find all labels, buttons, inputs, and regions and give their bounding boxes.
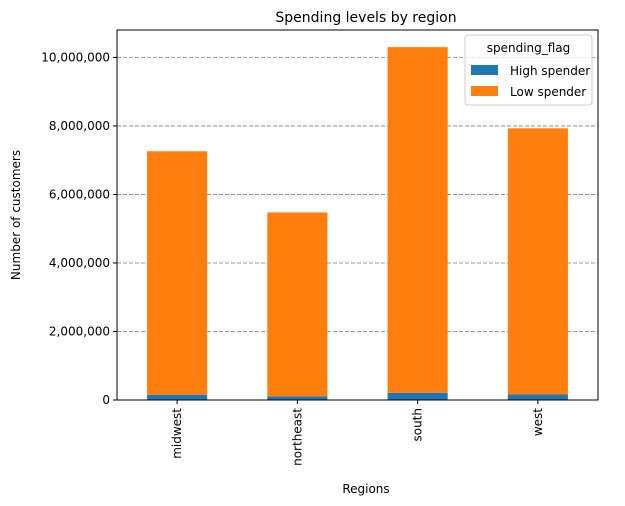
bar-northeast-low-spender bbox=[267, 212, 328, 397]
bar-midwest-low-spender bbox=[147, 151, 208, 395]
y-tick-label: 4,000,000 bbox=[49, 256, 110, 270]
y-tick-label: 2,000,000 bbox=[49, 324, 110, 338]
bar-west-low-spender bbox=[507, 128, 568, 395]
plot-frame bbox=[116, 29, 599, 401]
legend-swatch-low-spender bbox=[471, 86, 498, 96]
y-axis: 0 2,000,000 4,000,000 6,000,000 8,000,000 10,… bbox=[41, 50, 117, 407]
x-tick-label-west: west bbox=[531, 408, 545, 436]
bar-midwest-high-spender bbox=[147, 394, 208, 400]
x-axis-label: Regions bbox=[342, 482, 389, 496]
y-tick-label: 10,000,000 bbox=[41, 50, 110, 64]
x-tick-label-midwest: midwest bbox=[170, 408, 184, 459]
legend-label-high-spender: High spender bbox=[510, 64, 590, 78]
bar-south-low-spender bbox=[387, 47, 448, 393]
chart-title: Spending levels by region bbox=[275, 10, 456, 26]
x-tick-label-northeast: northeast bbox=[290, 408, 304, 466]
y-tick-label: 0 bbox=[102, 393, 110, 407]
y-tick-label: 6,000,000 bbox=[49, 187, 110, 201]
bar-west-high-spender bbox=[507, 394, 568, 400]
legend-label-low-spender: Low spender bbox=[510, 85, 586, 99]
legend: spending_flag High spender Low spender bbox=[464, 34, 593, 106]
legend-title: spending_flag bbox=[487, 41, 571, 55]
y-axis-label: Number of customers bbox=[9, 150, 23, 280]
bar-south-high-spender bbox=[387, 392, 448, 400]
x-tick-label-south: south bbox=[411, 408, 425, 442]
legend-swatch-high-spender bbox=[471, 65, 498, 75]
y-tick-label: 8,000,000 bbox=[49, 119, 110, 133]
x-axis: midwest northeast south west bbox=[170, 400, 545, 466]
bars bbox=[147, 47, 568, 400]
bar-northeast-high-spender bbox=[267, 396, 328, 400]
